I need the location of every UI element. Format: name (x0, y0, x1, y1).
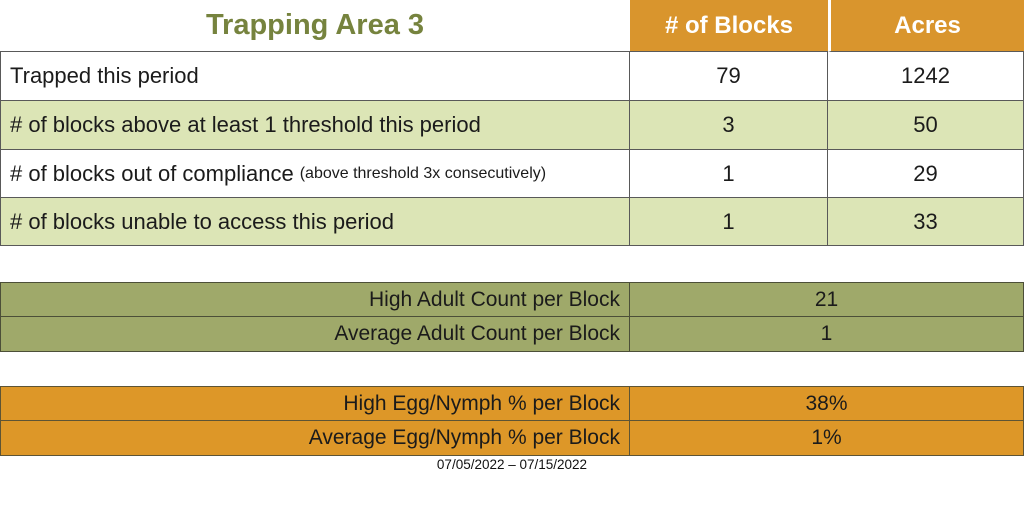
value-high-adult-count: 21 (630, 283, 1023, 317)
cell-above-threshold-acres: 50 (828, 101, 1024, 150)
cell-trapped-blocks: 79 (630, 52, 828, 101)
row-label-note: (above threshold 3x consecutively) (299, 164, 547, 182)
column-header-acres: Acres (828, 0, 1024, 52)
row-label-above-threshold: # of blocks above at least 1 threshold t… (0, 101, 630, 150)
label-average-adult-count: Average Adult Count per Block (1, 317, 630, 351)
cell-out-of-compliance-acres: 29 (828, 150, 1024, 198)
date-range: 07/05/2022 – 07/15/2022 (436, 457, 588, 472)
row-label-unable-to-access: # of blocks unable to access this period (0, 198, 630, 246)
adult-count-table: High Adult Count per Block 21 Average Ad… (0, 282, 1024, 352)
label-average-egg-nymph: Average Egg/Nymph % per Block (1, 421, 630, 455)
row-label-main: # of blocks out of compliance (10, 160, 294, 186)
label-high-adult-count: High Adult Count per Block (1, 283, 630, 317)
cell-unable-to-access-acres: 33 (828, 198, 1024, 246)
cell-unable-to-access-blocks: 1 (630, 198, 828, 246)
value-average-egg-nymph: 1% (811, 426, 842, 449)
page-title: Trapping Area 3 (0, 0, 630, 52)
cell-trapped-acres: 1242 (828, 52, 1024, 101)
value-average-adult-count: 1 (820, 322, 833, 345)
row-label-out-of-compliance: # of blocks out of compliance (above thr… (0, 150, 630, 198)
label-high-egg-nymph: High Egg/Nymph % per Block (1, 387, 630, 421)
cell-above-threshold-blocks: 3 (630, 101, 828, 150)
row-label-trapped: Trapped this period (0, 52, 630, 101)
column-header-blocks: # of Blocks (630, 0, 828, 52)
egg-nymph-table: High Egg/Nymph % per Block 38% Average E… (0, 386, 1024, 456)
cell-out-of-compliance-blocks: 1 (630, 150, 828, 198)
summary-table: Trapping Area 3 # of Blocks Acres Trappe… (0, 0, 1024, 246)
value-high-egg-nymph: 38% (630, 387, 1023, 421)
